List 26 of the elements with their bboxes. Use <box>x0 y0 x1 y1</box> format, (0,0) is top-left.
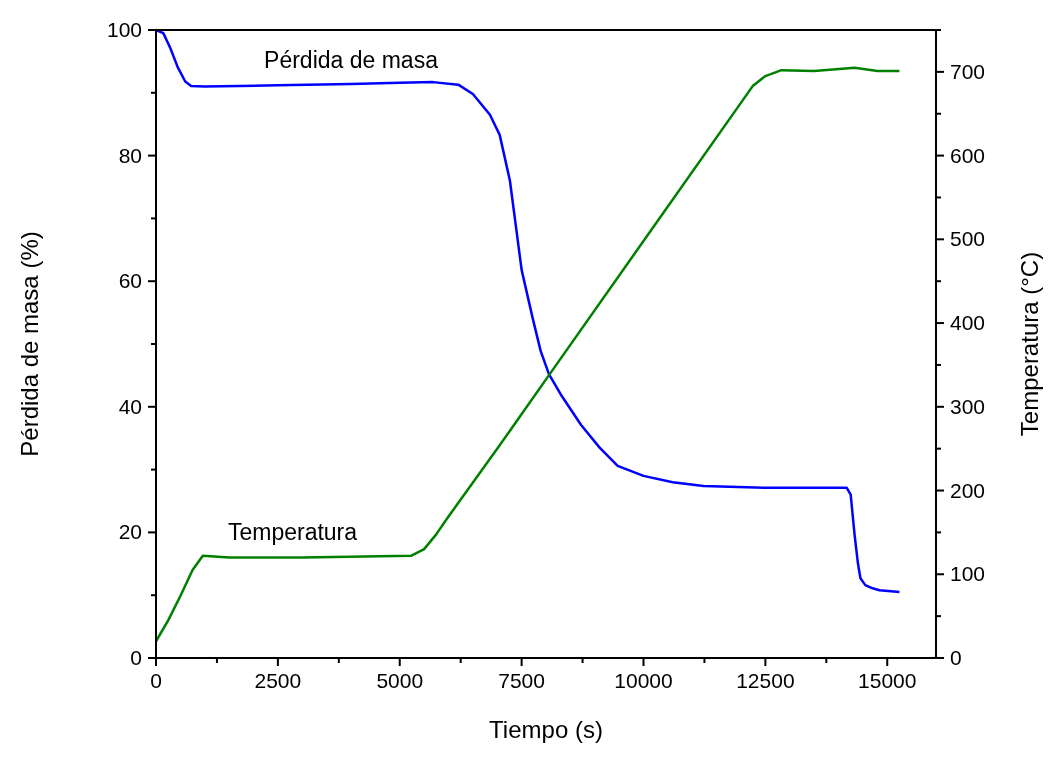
x-tick-label: 5000 <box>376 669 424 692</box>
x-tick-label: 15000 <box>858 669 917 692</box>
y-tick-label: 0 <box>130 646 142 669</box>
y2-tick-label: 400 <box>950 311 986 335</box>
y2-tick-label: 200 <box>950 478 986 502</box>
y2-tick-label: 600 <box>950 143 986 167</box>
annotation: Temperatura <box>227 518 358 545</box>
y2-tick-label: 700 <box>950 59 986 83</box>
x-tick-label: 7500 <box>498 669 545 692</box>
y-tick-label: 60 <box>118 269 142 293</box>
y-tick-label: 40 <box>118 394 142 418</box>
x-tick-label: 0 <box>150 669 162 692</box>
y-tick-label: 20 <box>118 520 142 544</box>
y-tick-label: 80 <box>118 143 142 167</box>
x-axis-title: Tiempo (s) <box>489 716 603 743</box>
x-tick-label: 12500 <box>736 669 795 692</box>
x-tick-label: 2500 <box>254 669 302 692</box>
y-tick-label: 100 <box>106 18 142 41</box>
y2-tick-label: 300 <box>950 394 986 418</box>
annotation: Pérdida de masa <box>264 47 439 74</box>
y2-tick-label: 100 <box>950 562 986 586</box>
y-axis-title: Pérdida de masa (%) <box>16 231 43 457</box>
y2-tick-label: 500 <box>950 227 986 251</box>
x-tick-label: 10000 <box>614 669 673 692</box>
y2-axis-title: Temperatura (°C) <box>1016 251 1043 437</box>
y2-tick-label: 0 <box>950 646 962 669</box>
